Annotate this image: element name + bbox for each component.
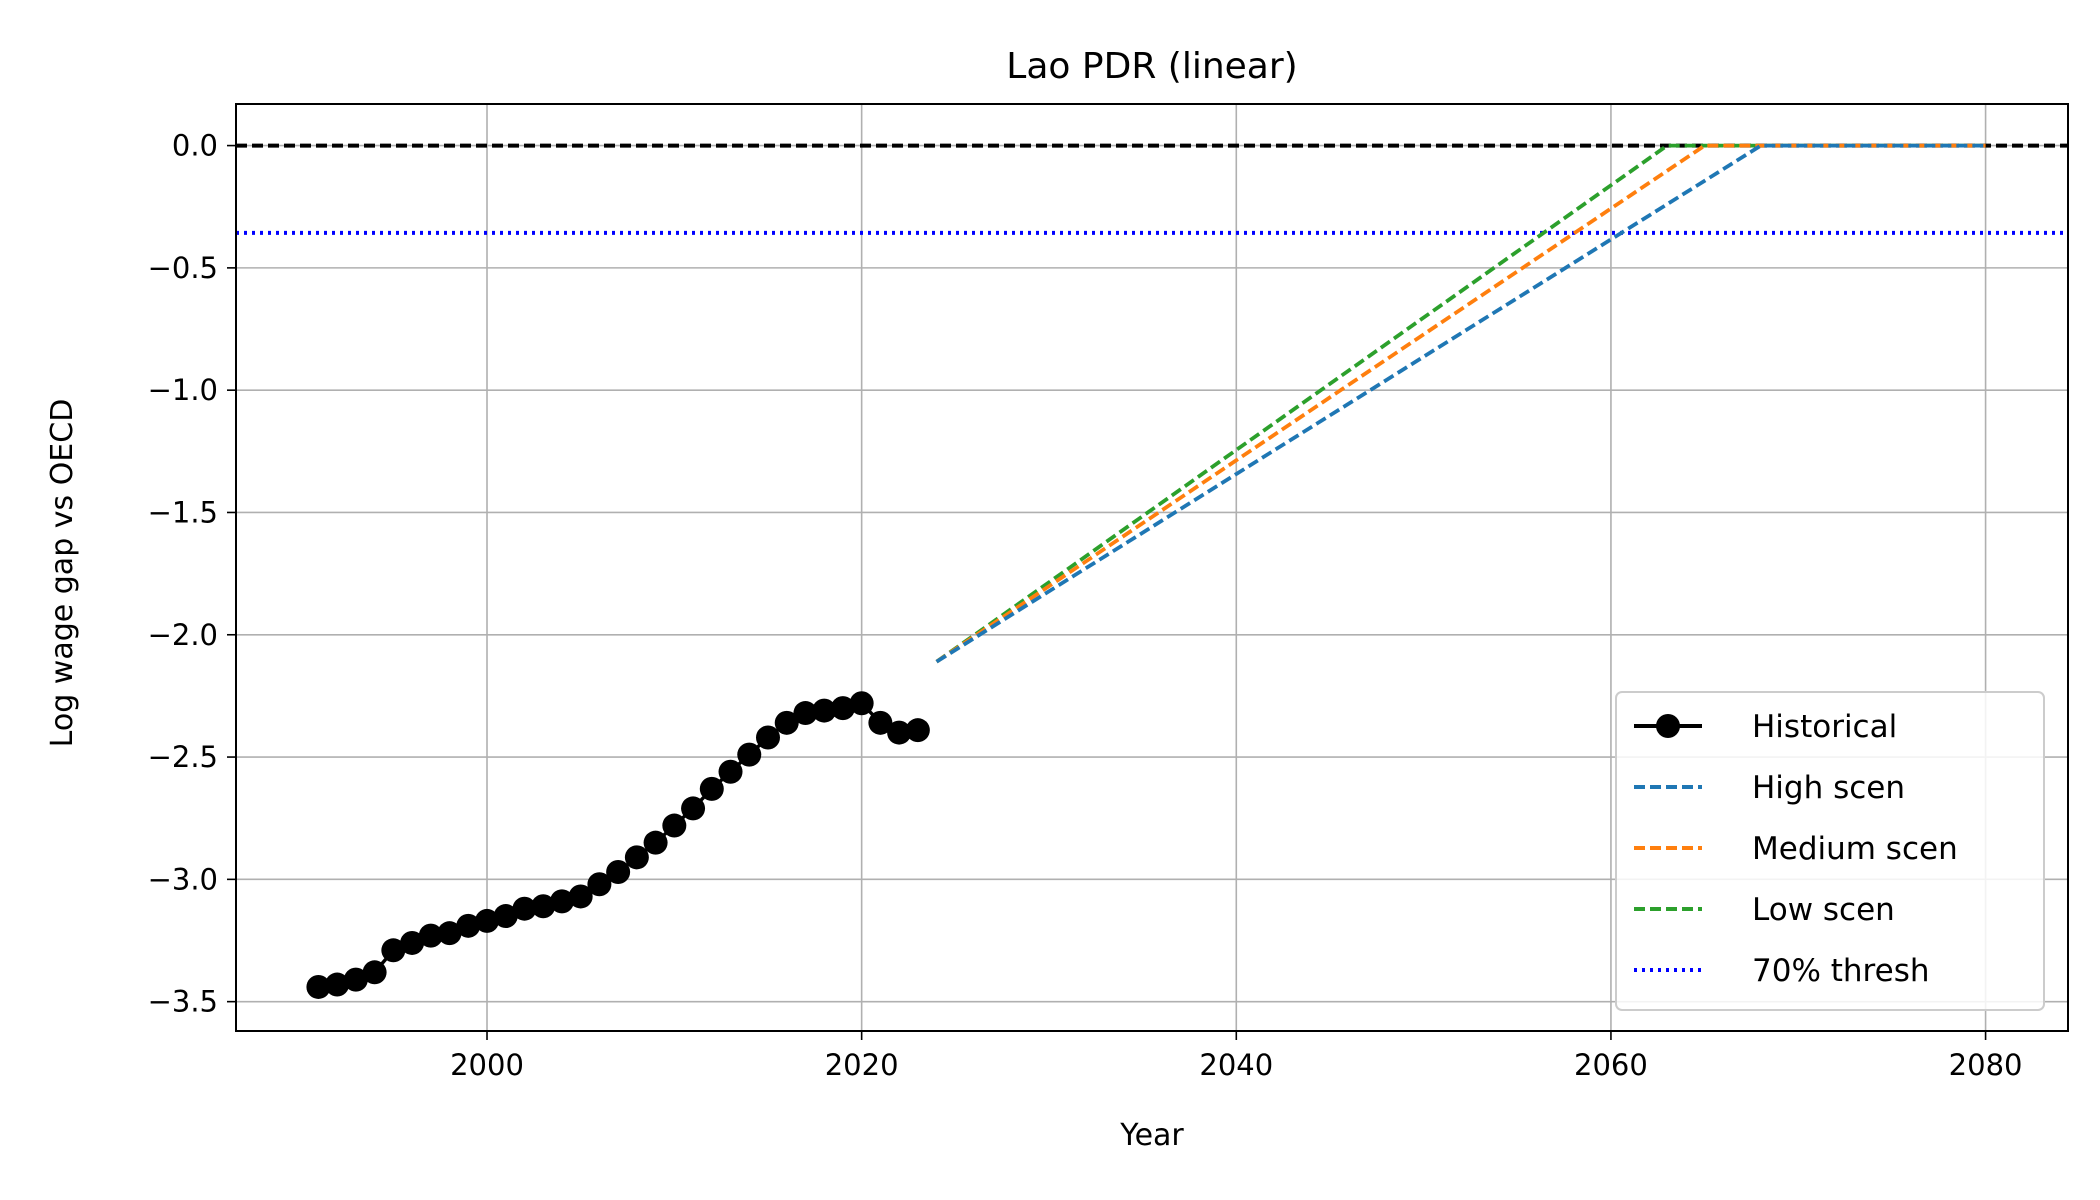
x-tick-label: 2080 [1949, 1048, 2023, 1082]
historical-point [418, 923, 443, 948]
legend-label: 70% thresh [1752, 953, 1930, 989]
legend-label: Low scen [1752, 892, 1895, 928]
historical-point [812, 698, 837, 723]
legend-label: Medium scen [1752, 831, 1958, 867]
historical-point [343, 967, 368, 992]
historical-point [381, 938, 406, 963]
historical-point [568, 884, 593, 909]
series-group [236, 143, 2068, 999]
historical-point [662, 813, 687, 838]
y-tick-label: −0.5 [148, 251, 218, 285]
historical-point [793, 701, 818, 726]
historical-point [737, 742, 762, 767]
chart-title: Lao PDR (linear) [1006, 46, 1297, 87]
historical-point [362, 960, 387, 985]
x-tick-label: 2060 [1574, 1048, 1648, 1082]
historical-point [681, 796, 706, 821]
historical-point [587, 872, 612, 897]
y-tick-label: −2.5 [148, 740, 218, 774]
y-tick-label: −3.5 [148, 985, 218, 1019]
x-tick-label: 2020 [825, 1048, 899, 1082]
historical-point [325, 972, 350, 997]
legend-label: High scen [1752, 770, 1905, 806]
historical-point [868, 710, 893, 735]
legend-marker [1656, 714, 1680, 738]
historical-point [718, 759, 743, 784]
legend-box [1615, 691, 2045, 1011]
historical-point [549, 889, 574, 914]
medium-scen-line [935, 143, 1986, 664]
historical-point [306, 974, 331, 999]
x-axis-label: Year [1119, 1118, 1184, 1153]
x-tick-label: 2000 [450, 1048, 524, 1082]
historical-point [400, 930, 425, 955]
historical-point [437, 921, 462, 946]
historical-point [512, 896, 537, 921]
y-axis-label: Log wage gap vs OECD [45, 399, 80, 748]
historical-point [887, 720, 912, 745]
y-tick-label: −2.0 [148, 618, 218, 652]
y-tick-label: −1.0 [148, 373, 218, 407]
legend: Historical High scen Medium scen Low scen 70… [1615, 691, 2045, 1011]
historical-point [755, 725, 780, 750]
plot-frame [235, 103, 2069, 1032]
historical-point [493, 904, 518, 929]
historical-point [905, 718, 930, 743]
x-tick-label: 2040 [1199, 1048, 1273, 1082]
legend-label: Historical [1752, 709, 1897, 745]
ticks: 2000 2020 2040 2060 2080 0.0 −0.5 −1.0 −1.5 −2.0 −… [148, 129, 2023, 1082]
y-tick-label: 0.0 [172, 129, 218, 163]
historical-point [531, 894, 556, 919]
historical-point [606, 860, 631, 885]
y-tick-label: −1.5 [148, 495, 218, 529]
historical-point [830, 696, 855, 721]
y-tick-label: −3.0 [148, 862, 218, 896]
high-scen-line [935, 143, 1986, 664]
historical-point [849, 691, 874, 716]
historical-point [475, 908, 500, 933]
historical-point [624, 845, 649, 870]
historical-point [699, 776, 724, 801]
historical-point [643, 830, 668, 855]
historical-point [774, 710, 799, 735]
historical-point [456, 913, 481, 938]
plot-area: 2000 2020 2040 2060 2080 0.0 −0.5 −1.0 −1.5 −2.0 −… [148, 103, 2069, 1082]
